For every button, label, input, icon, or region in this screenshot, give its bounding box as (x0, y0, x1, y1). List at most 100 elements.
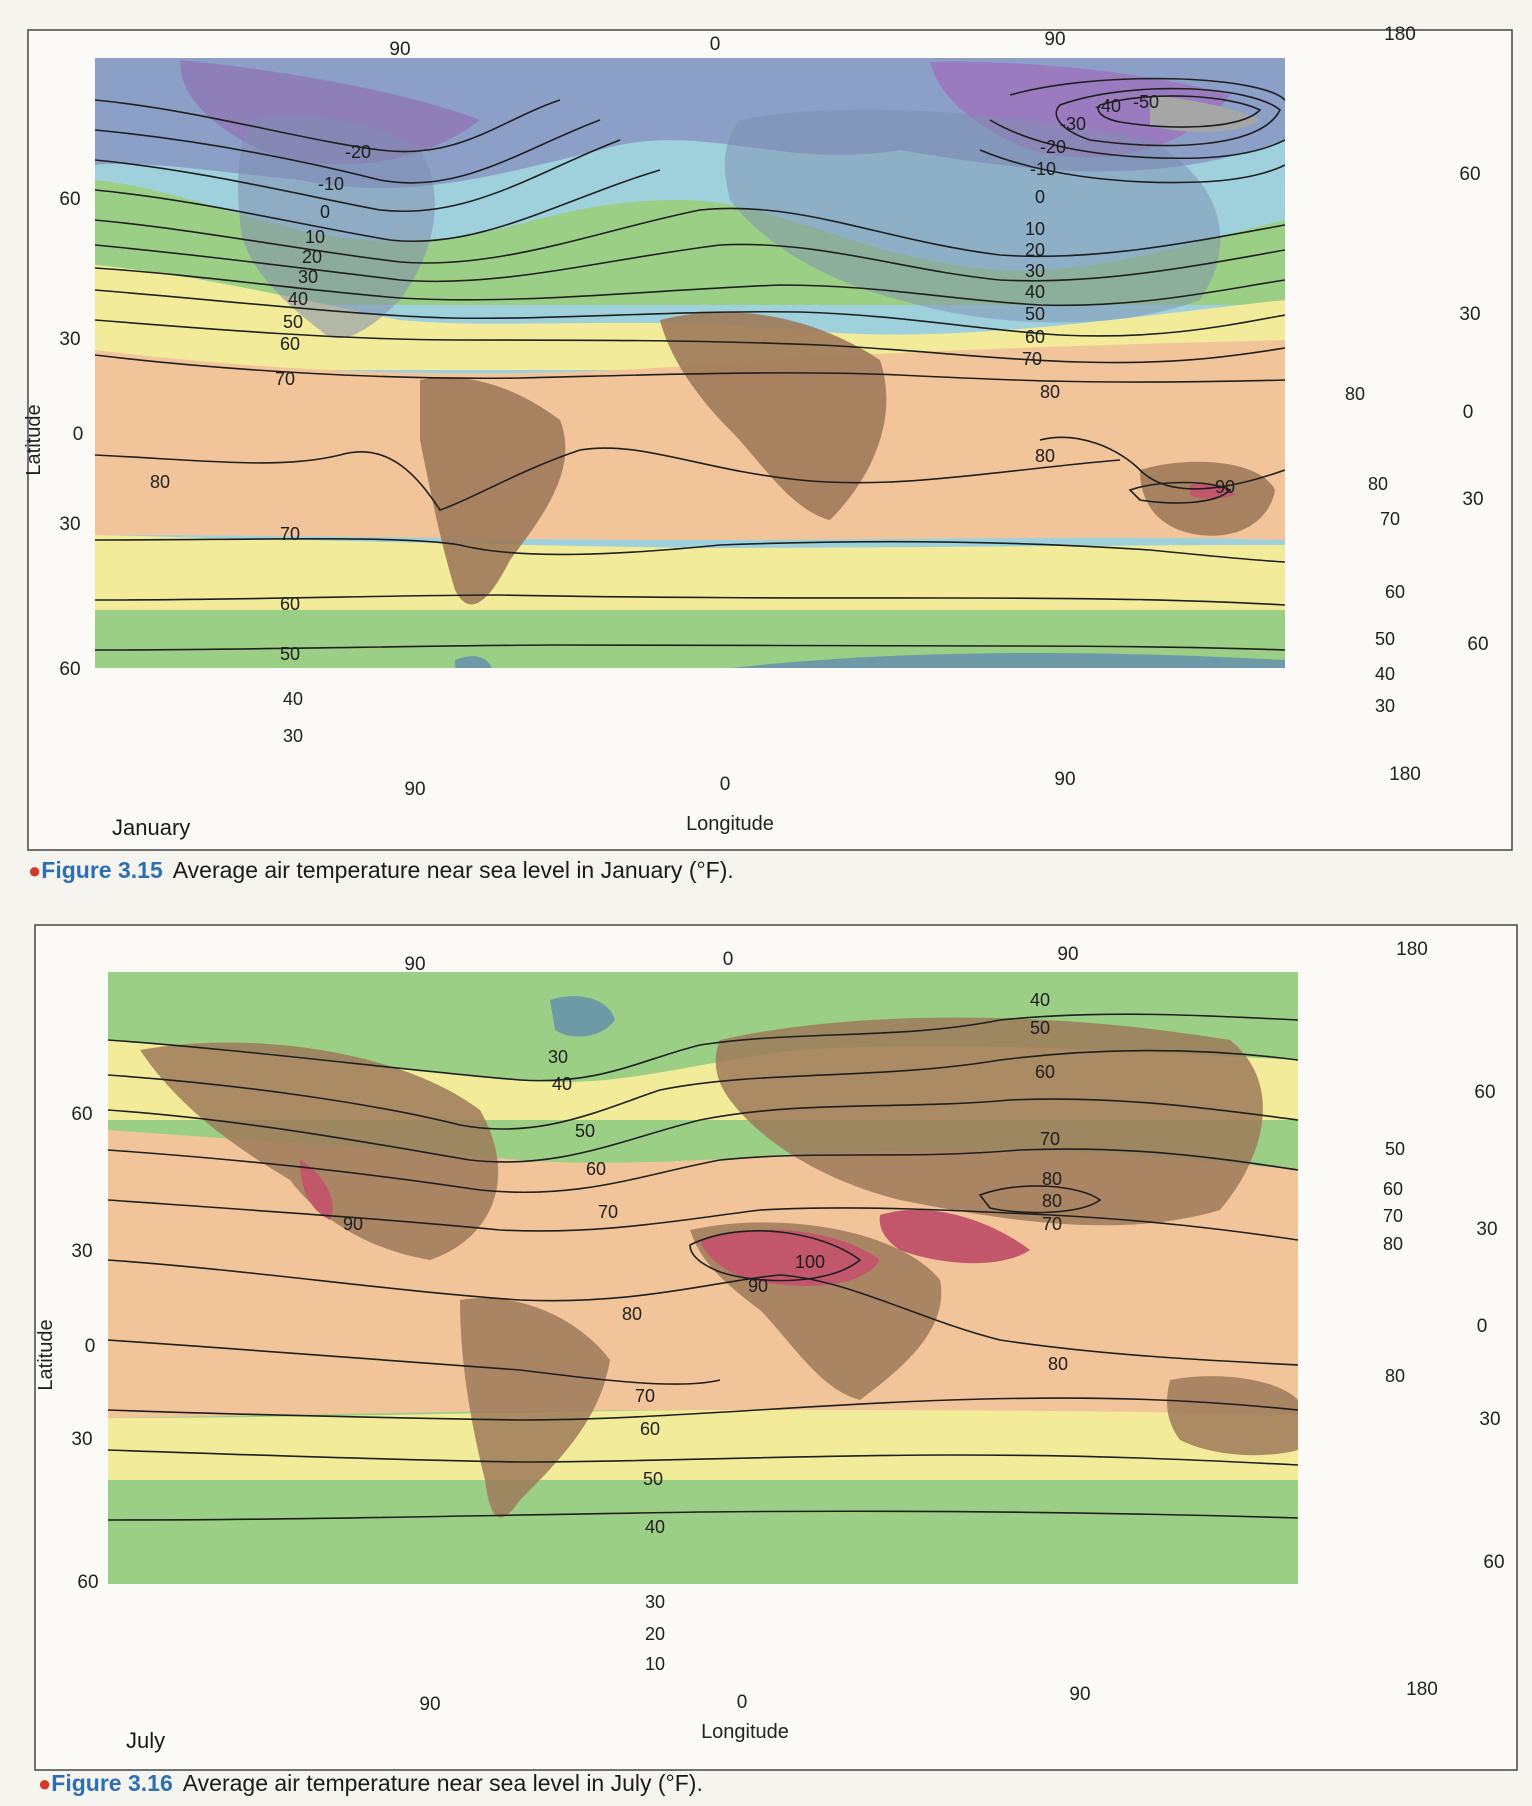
jan-lat-right-label: 0 (1463, 402, 1474, 423)
jan-lat-right-label: 60 (1467, 634, 1488, 655)
january-map: 90 0 90 180 90 0 90 180 60 30 0 30 60 60… (23, 24, 1513, 851)
jan-antarctica (730, 652, 1285, 668)
jan-lat-left-label: 60 (59, 659, 80, 680)
jul-green-band-south (108, 1480, 1298, 1584)
jan-lon-top-label: 0 (710, 34, 721, 55)
jul-iso-label: 70 (1383, 1206, 1403, 1226)
jan-iso-label: 40 (283, 689, 303, 709)
jul-iso-label: 50 (643, 1469, 663, 1489)
jul-lat-right-label: 0 (1477, 1316, 1488, 1337)
jul-iso-label: 60 (1035, 1062, 1055, 1082)
jan-isotherm-labels: -20 -10 0 10 20 30 40 50 60 70 80 70 60 … (150, 92, 1405, 746)
jul-iso-label: 20 (645, 1624, 665, 1644)
jul-iso-label: 70 (1040, 1129, 1060, 1149)
jan-lon-bottom-label: 90 (404, 779, 425, 800)
july-map: 90 0 90 180 90 0 90 180 60 30 0 30 60 60… (34, 924, 1518, 1771)
jul-iso-label: 30 (548, 1047, 568, 1067)
jul-latitude-axis-title: Latitude (35, 1319, 57, 1390)
jan-eurasia (724, 109, 1221, 323)
figure-number: Figure 3.15 (41, 857, 163, 883)
figure-3-16-caption: ●Figure 3.16 Average air temperature near… (38, 1770, 703, 1797)
jan-iso-label: 30 (298, 267, 318, 287)
jul-lat-left-label: 60 (71, 1104, 92, 1125)
jul-lon-bottom-ticks: 90 0 90 180 (419, 1679, 1437, 1715)
jan-iso-label: 80 (1040, 382, 1060, 402)
jul-iso-label: 80 (1383, 1234, 1403, 1254)
jan-lat-left-label: 60 (59, 189, 80, 210)
jul-iso-label: 80 (1385, 1366, 1405, 1386)
jan-iso-label: 50 (1025, 304, 1045, 324)
jul-eurasia (715, 1017, 1263, 1226)
jul-iso-label: 50 (575, 1121, 595, 1141)
jan-iso-label: 30 (283, 726, 303, 746)
jan-lat-left-ticks: 60 30 0 30 60 (59, 189, 83, 680)
jul-iso-label: 30 (645, 1592, 665, 1612)
jan-iso-label: 50 (280, 644, 300, 664)
jul-iso-label: 80 (1042, 1191, 1062, 1211)
jan-iso-label: 70 (280, 524, 300, 544)
caption-bullet-icon: ● (28, 858, 42, 883)
jul-iso-label: 50 (1385, 1139, 1405, 1159)
jan-iso-label: 50 (283, 312, 303, 332)
jan-lon-bottom-label: 0 (720, 774, 731, 795)
jan-iso-label: 60 (1025, 327, 1045, 347)
jan-iso-label: 30 (1375, 696, 1395, 716)
jul-lat-left-label: 60 (77, 1572, 98, 1593)
jul-lon-top-label: 90 (1057, 944, 1078, 965)
jul-isotherm-labels: 30 40 50 60 70 90 80 70 60 50 40 30 20 1… (343, 990, 1405, 1674)
jul-lon-top-label: 180 (1396, 939, 1428, 960)
jul-iso-label: 100 (795, 1252, 825, 1272)
jul-iso-label: 70 (1042, 1214, 1062, 1234)
jul-iso-label: 60 (1383, 1179, 1403, 1199)
jul-greenland-cold (550, 996, 615, 1037)
jan-lat-right-label: 30 (1462, 489, 1483, 510)
jul-iso-label: 50 (1030, 1018, 1050, 1038)
jul-north-america (140, 1042, 499, 1260)
jan-iso-label: 80 (1345, 384, 1365, 404)
jan-iso-label: 70 (1380, 509, 1400, 529)
jan-lon-top-label: 180 (1384, 24, 1416, 45)
jul-iso-label: 80 (1048, 1354, 1068, 1374)
jan-iso-label: 10 (305, 227, 325, 247)
jan-iso-label: -10 (318, 174, 344, 194)
jul-yellow-band-south (108, 1410, 1298, 1480)
jan-lon-top-ticks: 90 0 90 180 (389, 24, 1415, 60)
jul-iso-label: 90 (343, 1214, 363, 1234)
jul-lon-bottom-label: 0 (737, 1692, 748, 1713)
jan-iso-label: 40 (1375, 664, 1395, 684)
jul-iso-label: 70 (598, 1202, 618, 1222)
jan-month-label: January (112, 815, 190, 840)
jan-lat-right-label: 30 (1459, 304, 1480, 325)
jul-lon-bottom-label: 90 (1069, 1684, 1090, 1705)
jan-lon-top-label: 90 (1044, 29, 1065, 50)
jan-iso-label: 80 (150, 472, 170, 492)
jan-australia (1140, 461, 1275, 536)
jan-lon-top-label: 90 (389, 39, 410, 60)
jan-longitude-axis-title: Longitude (686, 813, 774, 835)
jan-iso-label: -20 (345, 142, 371, 162)
jan-iso-label: 20 (1025, 240, 1045, 260)
jan-iso-label: -30 (1060, 114, 1086, 134)
jul-lat-left-label: 30 (71, 1429, 92, 1450)
caption-text: Average air temperature near sea level i… (172, 857, 734, 883)
jan-iso-label: 60 (1385, 582, 1405, 602)
jan-africa (660, 312, 887, 520)
figure-3-15-caption: ●Figure 3.15 Average air temperature near… (28, 857, 734, 884)
jan-iso-label: 60 (280, 594, 300, 614)
caption-bullet-icon: ● (38, 1771, 52, 1796)
jan-lon-bottom-label: 90 (1054, 769, 1075, 790)
jul-lat-right-label: 60 (1483, 1552, 1504, 1573)
jul-lat-left-ticks: 60 30 0 30 60 (71, 1104, 98, 1593)
jul-iso-label: 40 (645, 1517, 665, 1537)
jul-lat-right-ticks: 60 30 0 30 60 (1474, 1082, 1504, 1573)
jul-iso-label: 70 (635, 1386, 655, 1406)
jul-lat-right-label: 60 (1474, 1082, 1495, 1103)
jan-iso-label: 30 (1025, 261, 1045, 281)
jan-iso-label: 70 (275, 369, 295, 389)
jan-lat-left-label: 30 (59, 329, 80, 350)
jul-iso-label: 80 (1042, 1169, 1062, 1189)
caption-text: Average air temperature near sea level i… (182, 1770, 703, 1796)
jul-lat-left-label: 30 (71, 1241, 92, 1262)
jan-iso-label: 80 (1035, 446, 1055, 466)
